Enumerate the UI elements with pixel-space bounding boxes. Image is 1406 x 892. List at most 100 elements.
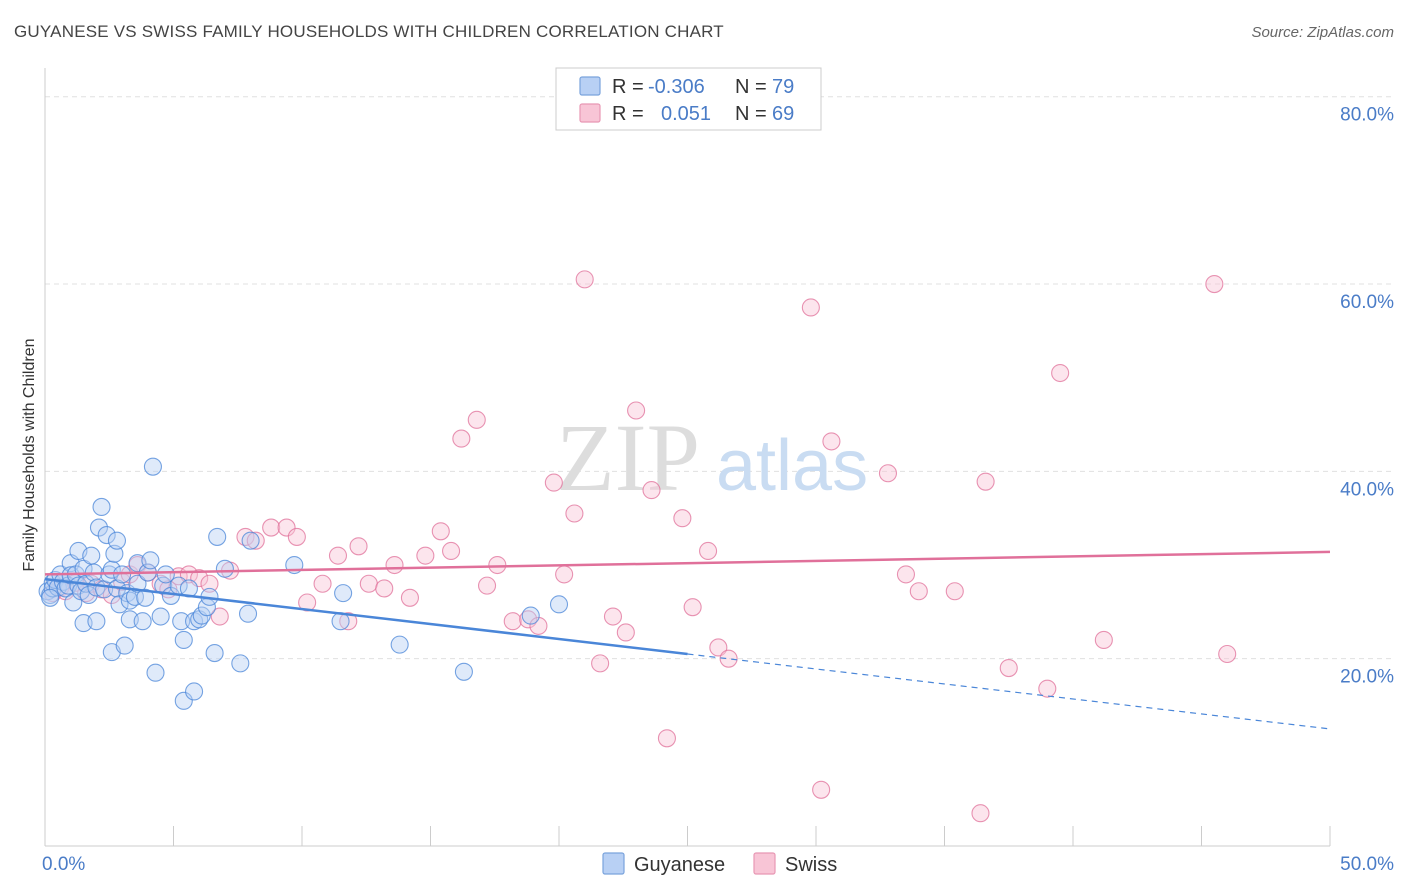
data-point-swiss [945, 582, 964, 601]
data-point-swiss [801, 298, 820, 317]
data-point-swiss [349, 537, 368, 556]
data-point-guyanese [185, 682, 204, 701]
legend-top-swatch-guyanese [579, 76, 601, 96]
data-point-swiss [277, 518, 296, 537]
data-point-guyanese [151, 607, 170, 626]
data-point-guyanese [208, 527, 227, 546]
data-point-swiss [416, 546, 435, 565]
legend-top-n-value-guyanese: 79 [772, 76, 794, 98]
data-point-swiss [555, 565, 574, 584]
trend-line-extension-guyanese [687, 653, 1331, 730]
legend-top-r-value-guyanese: -0.306 [648, 76, 705, 98]
data-point-swiss [699, 541, 718, 561]
legend-bottom: Guyanese Swiss [602, 852, 837, 876]
data-point-guyanese [146, 663, 165, 682]
data-point-guyanese [89, 518, 109, 537]
data-point-swiss [822, 432, 841, 451]
data-point-guyanese [82, 546, 101, 565]
y-tick-label: 40.0% [1340, 479, 1394, 500]
data-point-swiss [529, 616, 548, 635]
data-point-swiss [488, 555, 507, 575]
legend-top-swatch-swiss [579, 103, 601, 123]
data-point-guyanese [141, 551, 160, 570]
data-point-swiss [627, 401, 646, 420]
trend-line-swiss [44, 550, 1331, 576]
data-point-guyanese [172, 612, 191, 631]
data-point-guyanese [154, 576, 173, 595]
data-point-swiss [328, 546, 348, 565]
y-axis-title: Family Households with Children [21, 339, 38, 572]
trend-line-guyanese [44, 577, 688, 656]
watermark-atlas: atlas [716, 426, 868, 506]
data-point-swiss [657, 729, 676, 748]
data-point-swiss [976, 472, 995, 491]
data-point-guyanese [92, 497, 111, 517]
data-point-swiss [359, 574, 378, 593]
data-point-swiss [287, 527, 306, 546]
legend-top-n-value-swiss: 69 [772, 103, 794, 125]
data-point-swiss [683, 598, 702, 617]
data-point-swiss [210, 607, 229, 626]
watermark-zip: ZIP [556, 404, 700, 511]
data-point-swiss [878, 464, 898, 483]
legend-top-n-label-guyanese: N = [735, 76, 767, 98]
data-point-guyanese [390, 635, 409, 654]
data-point-swiss [467, 410, 486, 429]
data-point-guyanese [454, 662, 473, 681]
x-tick-label: 0.0% [42, 854, 85, 875]
data-point-swiss [452, 429, 471, 448]
source-label: Source: ZipAtlas.com [1251, 24, 1394, 41]
data-point-swiss [1094, 630, 1113, 650]
data-point-swiss [1038, 679, 1057, 698]
data-point-guyanese [87, 612, 106, 631]
data-point-guyanese [143, 457, 162, 476]
legend-bottom-swatch-swiss [753, 852, 776, 875]
legend-top-r-label-swiss: R = [612, 103, 644, 125]
y-tick-label: 80.0% [1340, 105, 1394, 126]
data-point-swiss [385, 555, 404, 575]
data-point-swiss [812, 780, 831, 799]
legend-top-r-value-swiss: 0.051 [661, 103, 711, 125]
data-point-swiss [719, 649, 738, 668]
data-point-swiss [298, 593, 317, 612]
data-point-guyanese [215, 559, 234, 578]
data-point-guyanese [174, 630, 193, 650]
data-point-swiss [642, 481, 661, 500]
data-point-swiss [1205, 274, 1224, 294]
legend-bottom-label-swiss: Swiss [785, 854, 837, 876]
data-point-swiss [1218, 644, 1237, 664]
data-point-guyanese [97, 526, 116, 545]
data-point-swiss [477, 576, 497, 595]
data-point-guyanese [334, 584, 353, 603]
y-tick-label: 60.0% [1340, 292, 1394, 313]
data-point-swiss [565, 504, 584, 523]
data-point-guyanese [549, 595, 569, 614]
data-point-swiss [909, 582, 928, 601]
data-point-swiss [442, 541, 461, 561]
series-guyanese [38, 457, 569, 710]
data-point-guyanese [241, 531, 260, 550]
data-point-swiss [544, 473, 563, 492]
data-point-swiss [313, 574, 332, 593]
legend-top: R = -0.306 N = 79 R = 0.051 N = 69 [555, 67, 822, 131]
data-point-guyanese [192, 606, 211, 625]
data-point-swiss [200, 574, 219, 593]
data-point-swiss [971, 804, 990, 823]
legend-top-r-label-guyanese: R = [612, 76, 644, 98]
data-point-swiss [246, 531, 265, 550]
axes [44, 68, 1331, 847]
watermark: ZIP atlas [556, 404, 868, 511]
data-point-swiss [673, 509, 692, 528]
data-point-swiss [339, 612, 358, 631]
legend-bottom-swatch-guyanese [602, 852, 625, 875]
data-point-guyanese [205, 644, 224, 663]
grid-lines [45, 96, 1392, 660]
data-point-swiss [896, 565, 916, 584]
data-point-swiss [999, 658, 1018, 678]
data-point-swiss [603, 607, 623, 626]
data-point-swiss [262, 518, 281, 537]
data-point-guyanese [128, 574, 147, 593]
data-point-guyanese [107, 531, 127, 550]
data-point-guyanese [231, 654, 250, 673]
